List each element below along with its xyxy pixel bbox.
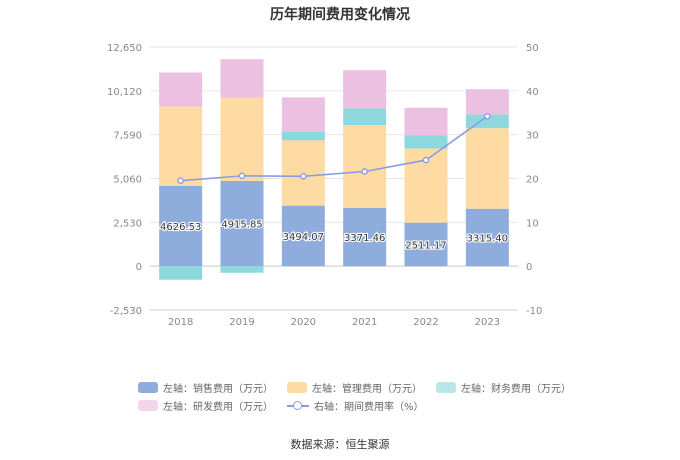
rate-point [422,156,430,164]
legend-item-sales[interactable]: 左轴：销售费用（万元） [138,380,273,395]
bar-data-label: 3371.46 [344,233,385,244]
bar-segment-1 [220,97,264,181]
right-axis-tick-label: 10 [526,218,539,229]
legend-swatch-admin [287,381,307,393]
bar-segment-0 [220,180,264,267]
legend-item-rate[interactable]: 右轴：期间费用率（%） [287,398,424,413]
bar-data-label: 4626.53 [160,222,201,233]
bar-segment-3 [343,70,387,109]
bar-data-label: 3315.40 [467,233,508,244]
left-axis-tick-label: 7,590 [113,131,142,142]
legend-item-finance[interactable]: 左轴：财务费用（万元） [436,380,571,395]
bar-segment-3 [281,97,325,132]
legend-label-sales: 左轴：销售费用（万元） [163,383,273,395]
x-axis-tick-label: 2022 [413,317,438,328]
legend-swatch-rate [287,400,309,411]
legend-label-finance: 左轴：财务费用（万元） [461,383,571,395]
bar-segment-3 [404,107,448,136]
legend-label-rd: 左轴：研发费用（万元） [163,401,273,413]
bar-segment-2 [281,131,325,141]
chart-title: 历年期间费用变化情况 [270,7,410,23]
chart-legend: 左轴：销售费用（万元） 左轴：管理费用（万元） 左轴：财务费用（万元） 左轴：研… [138,378,571,414]
right-axis-tick-label: 30 [526,131,539,142]
legend-item-admin[interactable]: 左轴：管理费用（万元） [287,380,422,395]
legend-swatch-sales [138,381,158,393]
left-axis-tick-label: 10,120 [107,87,142,98]
legend-item-rd[interactable]: 左轴：研发费用（万元） [138,398,273,413]
x-axis-tick-label: 2020 [291,317,316,328]
bar-segment-0 [404,222,448,267]
right-axis-tick-label: 40 [526,87,539,98]
bar-segment-0 [159,186,203,267]
left-axis-tick-label: 2,530 [113,218,142,229]
bar-segment-0 [281,205,325,267]
right-axis-tick-label: -10 [526,306,542,317]
rate-point [484,112,491,120]
legend-swatch-rd [138,399,158,411]
bar-segment-3 [220,59,264,98]
right-axis-tick-label: 20 [526,175,539,186]
bar-data-label: 3494.07 [283,232,324,243]
x-axis-tick-label: 2021 [352,317,377,328]
x-axis-tick-label: 2018 [168,317,193,328]
data-source: 数据来源：恒生聚源 [290,438,390,451]
bar-segment-3 [465,89,509,115]
rate-point [300,173,307,180]
bar-segment-0 [343,207,387,267]
bar-segment-0 [465,208,509,267]
x-axis-tick-label: 2023 [475,317,500,328]
rate-line [180,115,488,182]
bar-segment-3 [159,72,203,107]
x-axis-tick-label: 2019 [229,317,254,328]
bar-data-label: 2511.17 [405,240,446,251]
left-axis-tick-label: 0 [136,262,142,273]
bar-segment-1 [465,128,509,209]
rate-point [238,172,246,180]
left-axis-tick-label: -2,530 [110,306,142,317]
left-axis-tick-label: 5,060 [113,175,142,186]
left-axis-tick-label: 12,650 [107,43,142,54]
legend-label-admin: 左轴：管理费用（万元） [312,383,422,395]
bar-segment-2 [343,108,387,126]
bar-segment-1 [343,125,387,208]
bar-data-label: 4915.85 [221,220,262,231]
right-axis-tick-label: 50 [526,43,539,54]
right-axis-tick-label: 0 [526,262,532,273]
legend-swatch-finance [436,381,456,393]
bar-segment-2 [404,135,448,149]
legend-label-rate: 右轴：期间费用率（%） [314,401,424,413]
rate-point [361,168,368,175]
rate-point [177,177,184,184]
bar-segment-2 [159,266,203,280]
bar-segment-2 [220,266,264,273]
bar-segment-1 [281,140,325,206]
bar-segment-1 [159,106,203,187]
